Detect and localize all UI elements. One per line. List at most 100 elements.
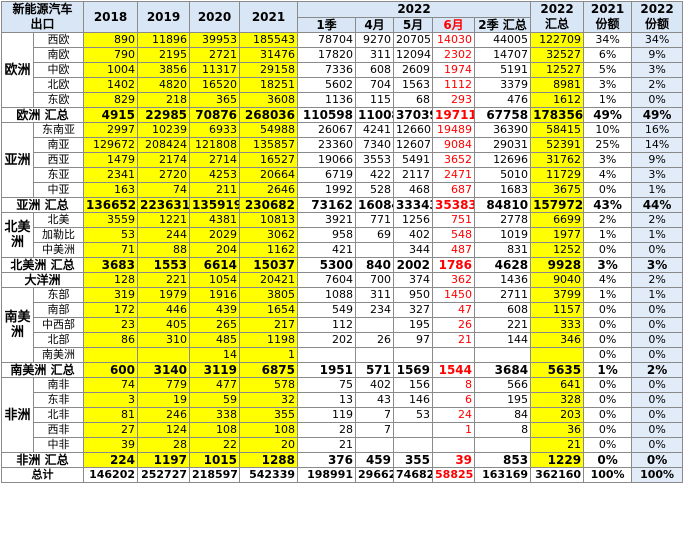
cell-q2: 84 [474,407,532,423]
cell-2019: 2195 [137,47,191,63]
cell-q2: 831 [474,242,532,258]
table-row: 南欧 790 2195 2721 31476 17820 311 12094 2… [2,47,683,63]
row-label: 南非 [32,377,85,393]
cell-share-2022: 2% [631,362,683,378]
cell-may: 2609 [393,62,434,78]
cell-q2 [474,437,532,453]
cell-share-2022: 2% [631,77,683,93]
cell-share-2022: 1% [631,287,683,303]
cell-apr: 571 [355,362,395,378]
cell-q1: 112 [297,317,357,333]
table-row: 欧洲 西欧 890 11896 39953 185543 78704 9270 … [1,32,683,108]
col-header-2020: 2020 [189,1,241,33]
cell-apr [355,347,395,363]
table-row: 东亚 2341 2720 4253 20664 6719 422 2117 24… [2,167,683,183]
row-label: 南欧 [32,47,85,63]
cell-q2: 3684 [474,362,532,378]
cell-apr: 69 [355,227,395,243]
col-header-apr: 4月 [355,16,395,33]
cell-2019: 1197 [137,452,191,468]
cell-jun: 362 [432,272,476,288]
cell-2022-sum: 1977 [530,227,585,243]
cell-2022-sum: 1612 [530,92,585,108]
cell-apr: 311 [355,287,395,303]
col-header-may: 5月 [393,16,434,33]
cell-2021: 578 [239,377,299,393]
cell-share-2021: 1% [583,92,633,108]
cell-2022-sum: 203 [530,407,585,423]
cell-2022-sum: 1157 [530,302,585,318]
cell-may: 53 [393,407,434,423]
cell-jun: 58825 [432,467,476,483]
table-row: 西非 27 124 108 108 28 7 1 8 36 0% 0% [2,422,683,438]
cell-apr: 402 [355,377,395,393]
cell-q2: 476 [474,92,532,108]
export-table: 新能源汽车 出口 2018 2019 2020 2021 2022 2022 汇… [0,1,683,483]
cell-2019: 28 [137,437,191,453]
region-south-america: 南美洲 [1,287,34,363]
cell-2020: 121808 [189,137,241,153]
cell-may: 402 [393,227,434,243]
cell-2022-sum: 122709 [530,32,585,48]
cell-q2: 163169 [474,467,532,483]
cell-2022-sum: 36 [530,422,585,438]
cell-2021: 230682 [239,197,299,213]
cell-share-2022: 0% [631,317,683,333]
cell-2019: 405 [137,317,191,333]
cell-apr: 7 [355,407,395,423]
table-corner-header: 新能源汽车 出口 [0,1,85,33]
cell-share-2022: 0% [631,437,683,453]
cell-2021: 268036 [239,107,299,123]
cell-2022-sum: 3675 [530,182,585,198]
cell-q2: 12696 [474,152,532,168]
region-africa: 非洲 [1,377,34,453]
cell-2019: 1221 [137,212,191,228]
cell-share-2021: 0% [583,392,633,408]
cell-share-2021: 1% [583,227,633,243]
cell-2020: 2029 [189,227,241,243]
table-row: 加勒比 53 244 2029 3062 958 69 402 548 1019… [2,227,683,243]
table-row: 东欧 829 218 365 3608 1136 115 68 293 476 … [2,92,683,108]
row-label: 东亚 [32,167,85,183]
cell-apr: 311 [355,47,395,63]
cell-2021: 16527 [239,152,299,168]
cell-share-2022: 100% [631,467,683,483]
cell-q1: 78704 [297,32,357,48]
cell-share-2022: 0% [631,347,683,363]
cell-jun: 2471 [432,167,476,183]
cell-share-2021: 2% [583,212,633,228]
cell-share-2022: 0% [631,377,683,393]
table-row: 南美洲 14 1 0% 0% [2,347,683,363]
row-label: 北美 [32,212,85,228]
cell-2021: 1162 [239,242,299,258]
row-label: 欧洲 汇总 [0,107,85,123]
cell-q1: 119 [297,407,357,423]
cell-share-2021: 5% [583,62,633,78]
cell-share-2021: 3% [583,257,633,273]
cell-may [393,422,434,438]
cell-2019: 88 [137,242,191,258]
cell-2021: 32 [239,392,299,408]
cell-q2 [474,347,532,363]
row-label: 中非 [32,437,85,453]
cell-share-2021: 0% [583,452,633,468]
cell-apr: 3553 [355,152,395,168]
row-label: 中欧 [32,62,85,78]
cell-2018: 71 [83,242,139,258]
cell-q1: 13 [297,392,357,408]
cell-q2: 2778 [474,212,532,228]
cell-q1: 5300 [297,257,357,273]
cell-2018: 224 [83,452,139,468]
cell-2018: 86 [83,332,139,348]
cell-2018: 2341 [83,167,139,183]
row-label: 亚洲 汇总 [0,197,85,213]
cell-2022-sum: 1252 [530,242,585,258]
cell-share-2021: 1% [583,362,633,378]
cell-jun [432,347,476,363]
table-row: 非洲 南非 74 779 477 578 75 402 156 8 566 64… [1,377,683,453]
table-row: 亚洲 东南亚 2997 10239 6933 54988 26067 4241 … [1,122,683,198]
cell-2020: 4253 [189,167,241,183]
cell-2019: 1553 [137,257,191,273]
cell-share-2022: 34% [631,32,683,48]
cell-share-2021: 10% [583,122,633,138]
